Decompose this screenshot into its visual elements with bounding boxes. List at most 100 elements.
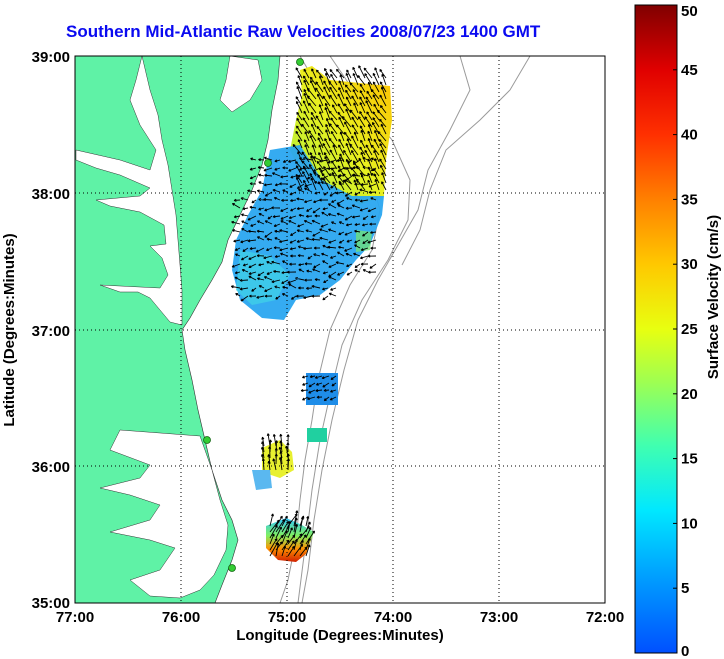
velocity-arrow xyxy=(330,117,338,128)
velocity-arrow xyxy=(292,144,303,156)
velocity-arrow xyxy=(261,458,265,471)
velocity-arrow xyxy=(289,262,297,266)
delaware-bay xyxy=(219,56,263,113)
velocity-arrow xyxy=(296,197,305,201)
velocity-arrow xyxy=(323,152,331,163)
velocity-arrow xyxy=(313,246,321,250)
velocity-arrow xyxy=(302,396,309,401)
velocity-arrow xyxy=(313,199,321,204)
velocity-arrow xyxy=(372,94,380,107)
velocity-arrow xyxy=(296,239,305,243)
velocity-arrow xyxy=(302,375,309,379)
velocity-arrow xyxy=(320,167,329,173)
velocity-arrow xyxy=(305,237,313,241)
velocity-arrow xyxy=(370,231,377,235)
velocity-arrow xyxy=(320,181,329,185)
velocity-arrow xyxy=(328,263,337,268)
velocity-arrow xyxy=(281,293,289,297)
velocity-arrow xyxy=(279,182,289,186)
velocity-arrow xyxy=(308,382,316,388)
velocity-arrow xyxy=(306,175,313,180)
velocity-arrow xyxy=(269,533,275,545)
velocity-arrow xyxy=(318,144,324,156)
velocity-arrow xyxy=(239,287,249,291)
velocity-arrow xyxy=(266,271,273,275)
velocity-arrow xyxy=(379,158,387,170)
velocity-arrow xyxy=(370,215,377,219)
y-tick-label: 37:00 xyxy=(32,323,70,340)
velocity-arrow xyxy=(302,100,310,114)
velocity-arrow xyxy=(242,207,249,211)
velocity-arrow xyxy=(323,388,330,392)
velocity-arrow xyxy=(249,167,257,171)
velocity-arrow xyxy=(258,181,265,185)
velocity-arrow xyxy=(230,285,241,289)
velocity-arrow xyxy=(308,102,317,114)
velocity-arrow xyxy=(380,123,387,135)
velocity-arrow xyxy=(295,174,303,184)
velocity-arrow xyxy=(359,83,366,93)
velocity-arrow xyxy=(297,223,305,228)
velocity-arrow xyxy=(359,199,369,203)
velocity-arrow xyxy=(299,534,307,545)
velocity-arrow xyxy=(264,207,273,212)
velocity-arrow xyxy=(308,130,317,142)
velocity-arrow xyxy=(355,178,366,191)
velocity-arrow xyxy=(300,388,309,393)
velocity-arrow xyxy=(322,260,329,265)
velocity-arrow xyxy=(343,103,352,114)
pamlico-sound xyxy=(99,429,229,599)
velocity-arrow xyxy=(347,159,353,164)
velocity-arrow xyxy=(233,215,241,219)
velocity-arrow xyxy=(359,188,369,193)
velocity-arrow xyxy=(354,223,361,227)
velocity-arrow xyxy=(362,157,369,161)
velocity-arrow xyxy=(319,236,329,241)
grid-lines xyxy=(75,56,605,603)
velocity-arrow xyxy=(353,131,359,142)
velocity-arrow xyxy=(353,252,361,257)
velocity-arrow xyxy=(263,255,273,260)
velocity-arrow xyxy=(263,183,273,187)
velocity-arrow xyxy=(360,182,369,186)
velocity-arrow xyxy=(344,121,352,135)
velocity-arrow xyxy=(273,246,281,250)
velocity-arrow xyxy=(366,90,373,100)
velocity-arrow xyxy=(255,247,265,253)
velocity-arrow xyxy=(309,375,316,379)
velocity-arrow xyxy=(295,67,303,79)
velocity-arrow xyxy=(379,68,387,79)
velocity-arrow xyxy=(302,157,313,161)
velocity-arrow xyxy=(289,247,297,251)
velocity-arrow xyxy=(343,149,352,163)
velocity-arrow xyxy=(295,96,303,107)
velocity-arrow xyxy=(234,253,241,257)
velocity-arrow xyxy=(305,214,313,218)
velocity-arrow xyxy=(258,285,265,289)
velocity-arrow xyxy=(307,255,313,260)
velocity-arrow xyxy=(263,167,273,172)
velocity-arrow xyxy=(293,517,298,533)
velocity-arrow xyxy=(318,104,324,114)
velocity-arrow xyxy=(330,130,338,142)
velocity-arrow xyxy=(329,191,337,197)
velocity-arrow xyxy=(251,199,257,204)
velocity-arrow xyxy=(379,118,387,128)
velocity-arrow xyxy=(338,144,345,156)
velocity-arrow xyxy=(309,76,317,86)
velocity-arrow xyxy=(357,75,366,86)
velocity-arrow xyxy=(319,159,329,163)
velocity-arrow xyxy=(329,396,337,401)
velocity-arrow xyxy=(306,95,317,107)
velocity-arrow xyxy=(249,294,257,298)
velocity-arrow xyxy=(367,158,373,170)
velocity-arrow xyxy=(346,271,353,276)
velocity-arrow xyxy=(312,268,321,273)
velocity-arrow xyxy=(367,270,377,274)
velocity-arrow xyxy=(359,102,366,114)
x-tick-label: 77:00 xyxy=(56,609,94,626)
velocity-arrow xyxy=(242,263,249,267)
velocity-arrow xyxy=(370,173,377,177)
velocity-arrow xyxy=(321,375,330,380)
velocity-arrow xyxy=(374,179,380,191)
